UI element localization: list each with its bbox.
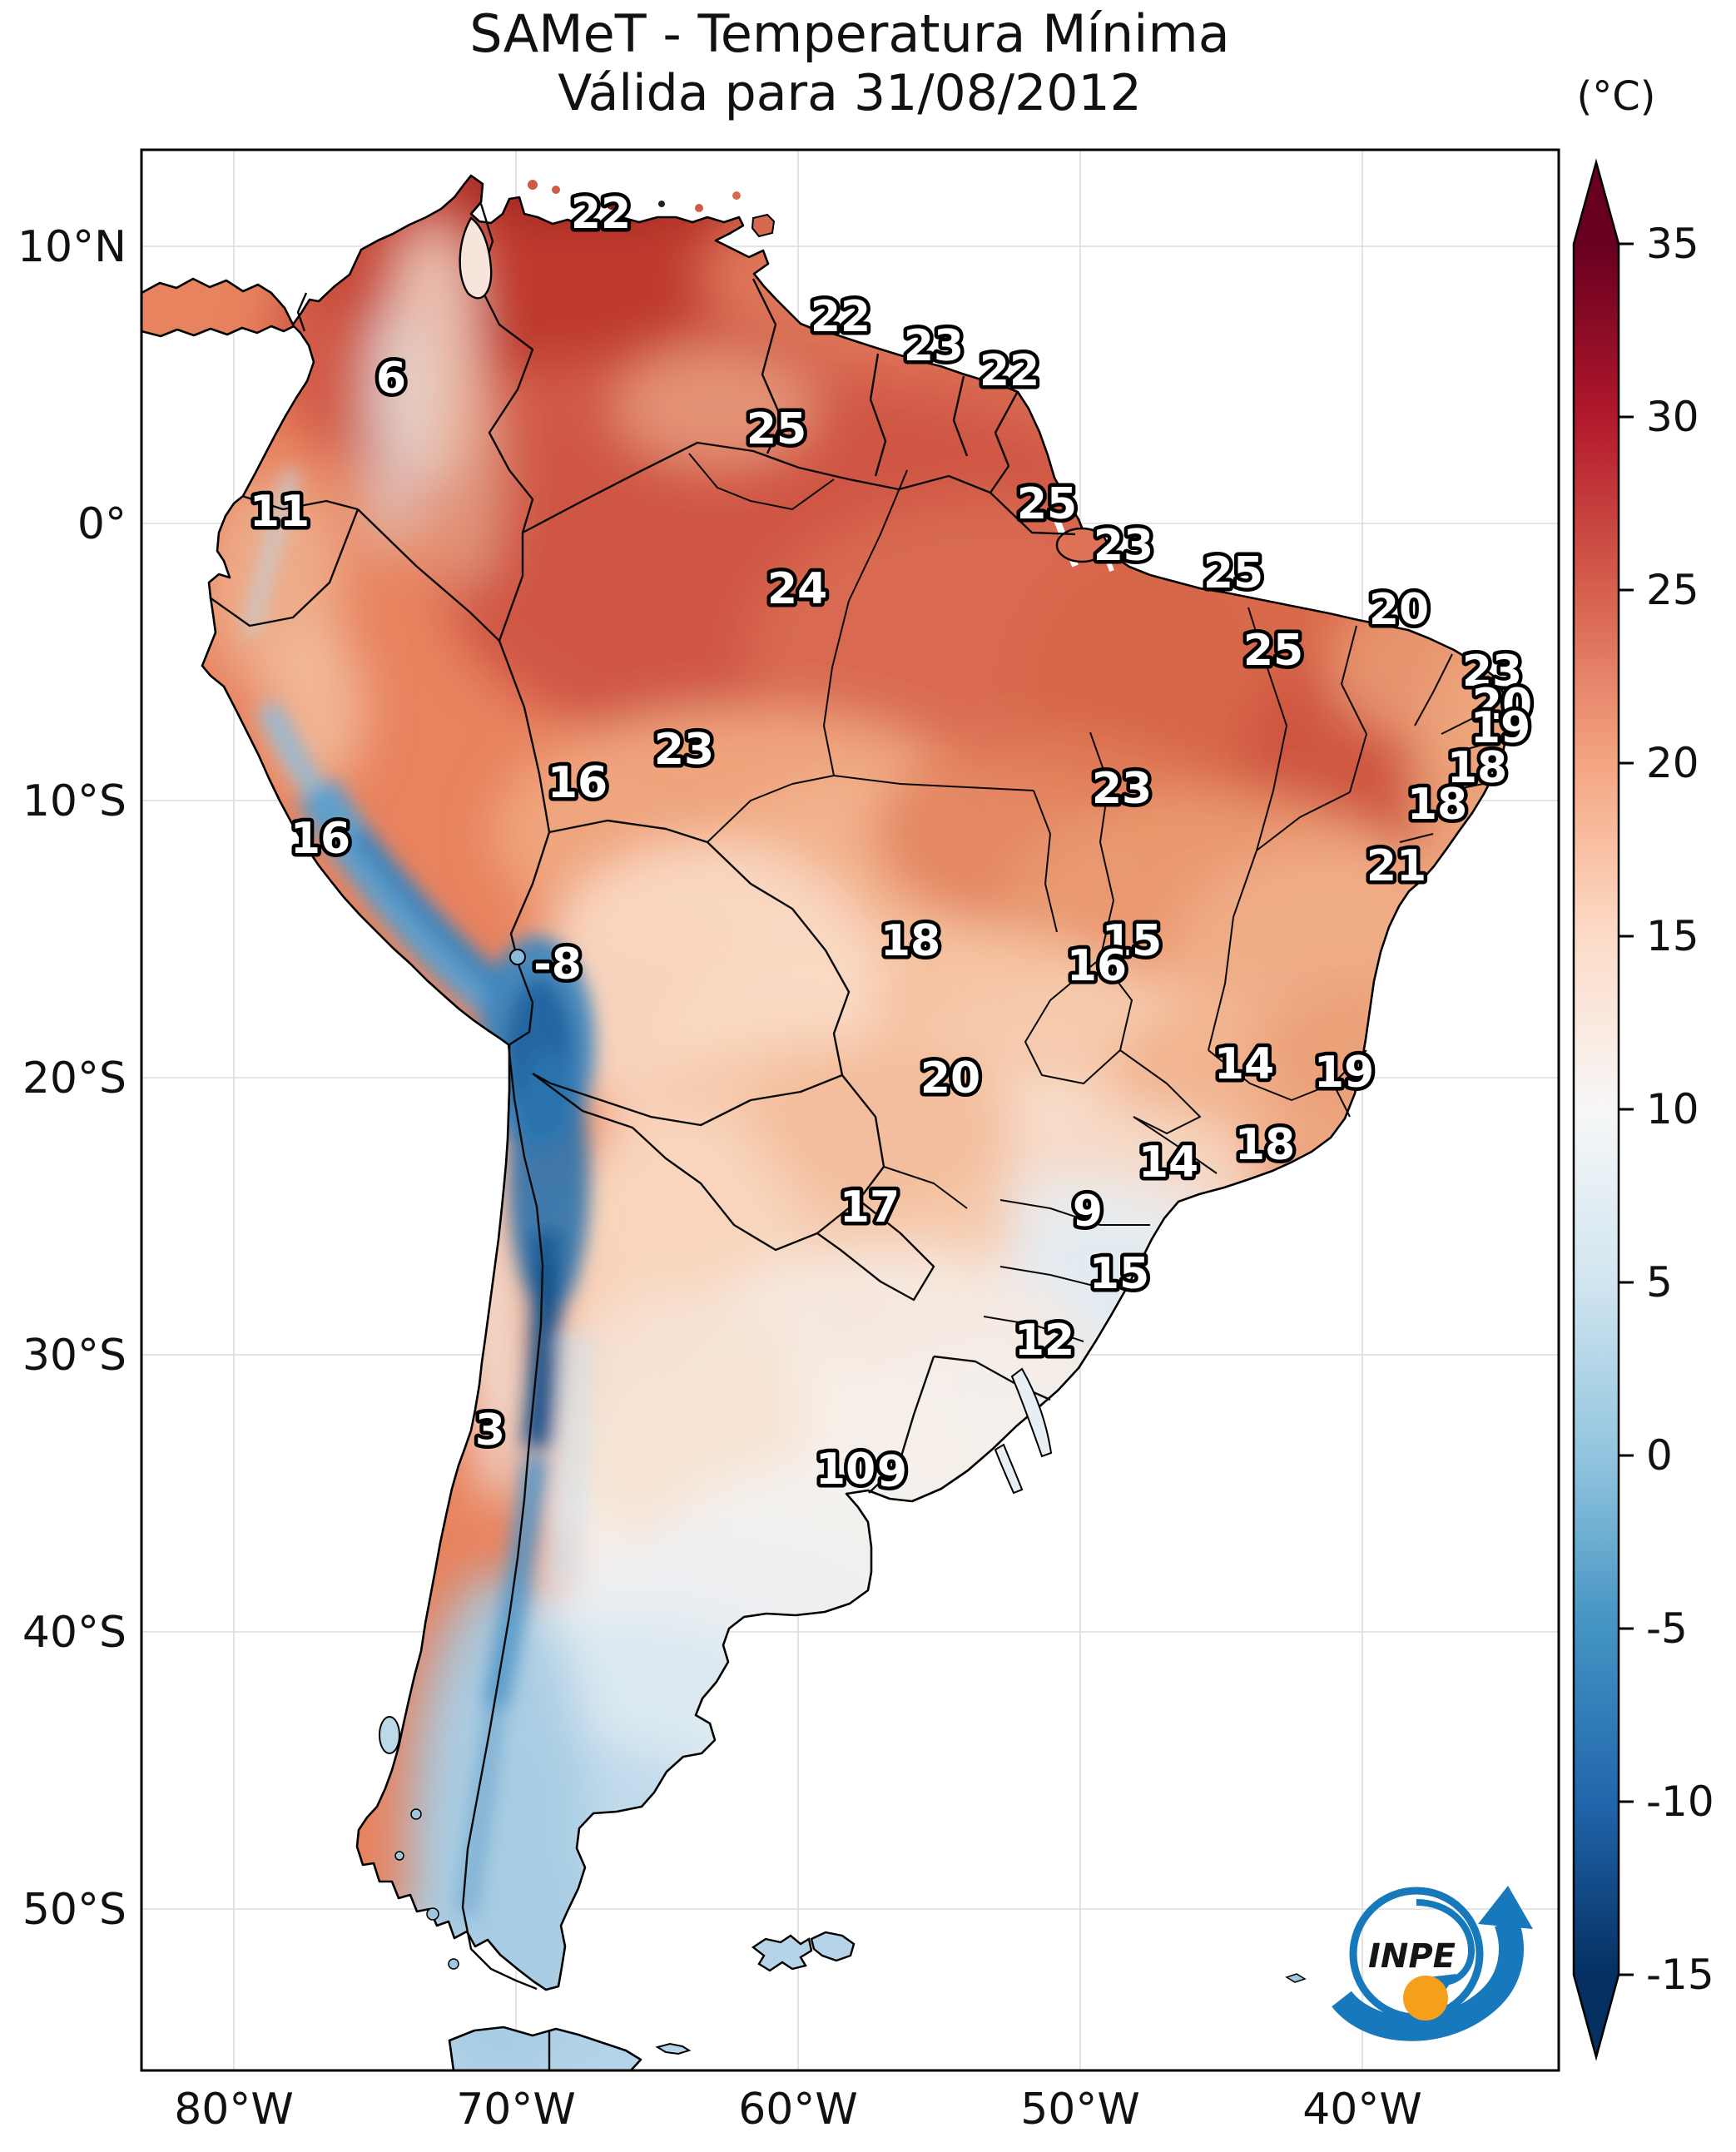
temperature-label: 11 xyxy=(250,487,310,537)
temperature-label: 3 xyxy=(475,1406,505,1455)
axis-x: 80°W 70°W 60°W 50°W 40°W xyxy=(174,2085,1422,2135)
temperature-label: 25 xyxy=(1203,548,1263,598)
map-title-line2: Válida para 31/08/2012 xyxy=(558,64,1142,122)
isla-de-los-estados xyxy=(655,2042,692,2055)
colorbar-tick-label: 25 xyxy=(1646,566,1699,614)
temperature-label: 20 xyxy=(920,1054,980,1103)
y-tick-label: 0° xyxy=(77,499,126,549)
falkland-islands xyxy=(751,1931,856,1972)
colorbar-tick-label: 30 xyxy=(1646,393,1699,441)
y-tick-label: 50°S xyxy=(22,1885,126,1935)
colorbar-tick-label: 5 xyxy=(1646,1258,1673,1307)
temperature-label: 23 xyxy=(1094,521,1153,571)
temperature-label: 18 xyxy=(1407,780,1467,830)
y-tick-label: 30°S xyxy=(22,1331,126,1381)
temperature-label: 14 xyxy=(1214,1039,1274,1089)
inpe-arrowhead-icon xyxy=(1478,1886,1533,1929)
x-tick-label: 60°W xyxy=(738,2085,858,2135)
temperature-label: 15 xyxy=(1102,916,1162,966)
x-tick-label: 70°W xyxy=(456,2085,576,2135)
inpe-swirl-icon xyxy=(1416,1899,1476,1986)
temperature-label: 22 xyxy=(811,292,870,342)
temperature-label: 9 xyxy=(1073,1187,1103,1237)
lakes xyxy=(459,216,1053,1495)
temperature-label: 25 xyxy=(1243,626,1303,676)
temperature-label: 17 xyxy=(840,1183,900,1232)
temperature-label: 18 xyxy=(1447,743,1507,793)
x-tick-label: 80°W xyxy=(174,2085,294,2135)
temperature-label: 6 xyxy=(376,354,406,404)
temperature-label: 19 xyxy=(1314,1048,1374,1098)
islands xyxy=(379,180,1307,2055)
colorbar-tick-label: 0 xyxy=(1646,1431,1673,1480)
temperature-label: 12 xyxy=(1014,1316,1074,1366)
temperature-label: 23 xyxy=(1462,647,1522,697)
temperature-label: 16 xyxy=(290,814,350,864)
colorbar-tick-label: 15 xyxy=(1646,912,1699,960)
inpe-logo-text: INPE xyxy=(1368,1937,1456,1976)
lagoa-mirim xyxy=(994,1443,1024,1495)
y-tick-label: 20°S xyxy=(22,1054,126,1103)
temperature-label: 21 xyxy=(1366,841,1426,891)
temperature-label: 10 xyxy=(816,1445,875,1495)
temperature-label: 25 xyxy=(746,404,806,454)
colorbar: (°C) 35 30 25 20 15 10 5 0 -5 -10 -15 xyxy=(1572,73,1714,2061)
temperature-label: 18 xyxy=(880,916,940,966)
chiloe-island xyxy=(379,1716,400,1754)
country-borders xyxy=(209,203,1076,2070)
colorbar-tick-label: 10 xyxy=(1646,1085,1699,1133)
temperature-label: 15 xyxy=(1089,1249,1149,1299)
temperature-label: 20 xyxy=(1472,680,1532,730)
temperature-label: 24 xyxy=(767,564,827,614)
temperature-label: 23 xyxy=(654,725,714,775)
temperature-label: 25 xyxy=(1017,479,1077,529)
lake-maracaibo xyxy=(459,216,493,300)
colorbar-ticks: 35 30 25 20 15 10 5 0 -5 -10 -15 xyxy=(1619,220,1714,1999)
y-tick-label: 10°N xyxy=(17,222,126,272)
x-tick-label: 50°W xyxy=(1020,2085,1140,2135)
map-title-line1: SAMeT - Temperatura Mínima xyxy=(469,3,1230,64)
temperature-label: 9 xyxy=(877,1447,907,1497)
colorbar-unit-label: (°C) xyxy=(1577,73,1656,120)
temperature-label: 22 xyxy=(571,189,631,239)
trinidad-island xyxy=(751,213,776,238)
axis-y: 10°N 0° 10°S 20°S 30°S 40°S 50°S xyxy=(17,222,126,1935)
lake-titicaca xyxy=(509,949,526,965)
state-borders xyxy=(688,453,1492,1342)
colorbar-tick-label: -15 xyxy=(1646,1951,1714,1999)
temperature-label: 20 xyxy=(1369,585,1429,635)
temperature-label: 22 xyxy=(980,346,1039,396)
y-tick-label: 40°S xyxy=(22,1608,126,1658)
title: SAMeT - Temperatura Mínima Válida para 3… xyxy=(469,3,1230,122)
inpe-orange-dot-icon xyxy=(1403,1976,1448,2021)
temperature-label: -8 xyxy=(533,940,582,989)
map-frame xyxy=(140,148,1560,2072)
temperature-label: 23 xyxy=(1092,764,1152,814)
temperature-label: 23 xyxy=(904,321,964,371)
temperature-label: 18 xyxy=(1235,1120,1295,1170)
colorbar-tick-label: -5 xyxy=(1646,1604,1688,1653)
temperature-label: 16 xyxy=(1067,941,1127,991)
temperature-label: 19 xyxy=(1471,703,1530,753)
colorbar-gradient xyxy=(1572,158,1620,2061)
marajo-island xyxy=(1055,527,1109,563)
y-tick-label: 10°S xyxy=(22,776,126,826)
south-georgia-island xyxy=(1285,1973,1307,1983)
colorbar-tick-label: -10 xyxy=(1646,1778,1714,1826)
temperature-label: 16 xyxy=(548,758,608,808)
temperature-label: 14 xyxy=(1138,1138,1198,1188)
colorbar-tick-label: 35 xyxy=(1646,220,1699,268)
inpe-arrow-icon xyxy=(1332,1917,1524,2041)
inpe-logo: INPE xyxy=(1332,1886,1533,2041)
lagoa-dos-patos xyxy=(1010,1367,1053,1458)
x-tick-label: 40°W xyxy=(1302,2085,1422,2135)
colorbar-tick-label: 20 xyxy=(1646,739,1699,787)
